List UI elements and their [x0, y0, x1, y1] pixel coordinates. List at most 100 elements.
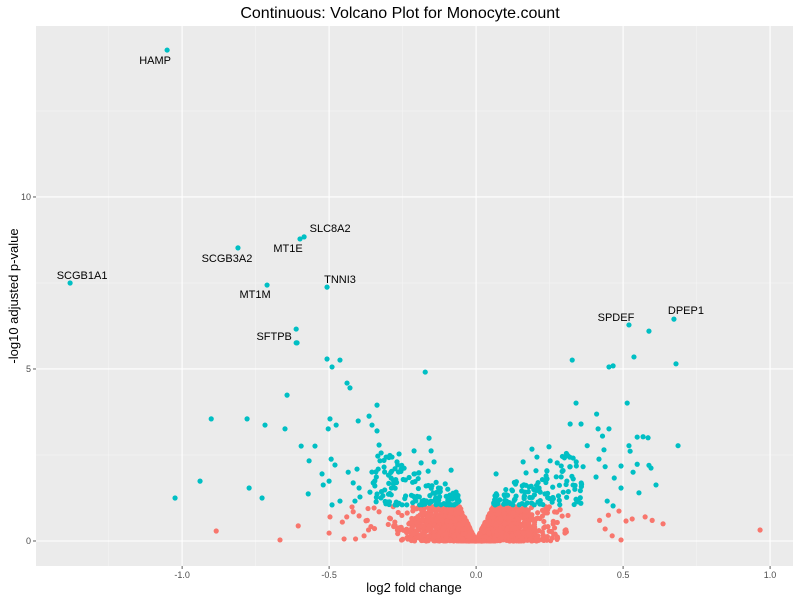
data-point-significant	[412, 495, 418, 501]
data-point-not-significant	[504, 526, 510, 533]
data-point-significant	[367, 489, 373, 495]
data-point-significant	[577, 495, 583, 501]
data-point-significant	[244, 416, 250, 422]
data-point-not-significant	[444, 518, 450, 524]
data-point-significant	[675, 443, 681, 449]
data-point-significant	[453, 489, 459, 495]
data-point-significant	[595, 426, 601, 432]
data-point-not-significant	[349, 504, 355, 510]
data-point-not-significant	[410, 524, 416, 530]
data-point-not-significant	[350, 509, 356, 515]
data-point-not-significant	[326, 530, 332, 536]
data-point-not-significant	[399, 512, 405, 519]
data-point-significant	[529, 446, 535, 452]
data-point-significant	[369, 422, 375, 428]
data-point-not-significant	[364, 517, 370, 523]
data-point-significant	[610, 363, 616, 369]
data-point-not-significant	[525, 508, 531, 514]
data-point-significant	[577, 488, 583, 494]
x-tick-label: 0.5	[617, 570, 630, 580]
data-point-significant	[627, 448, 633, 454]
data-point-significant	[374, 491, 380, 497]
data-point-significant	[520, 459, 526, 465]
data-point-not-significant	[410, 530, 417, 537]
data-point-not-significant	[421, 537, 427, 544]
data-point-significant	[545, 490, 551, 496]
data-point-significant	[640, 434, 646, 440]
data-point-not-significant	[541, 518, 547, 525]
data-point-significant	[527, 494, 533, 501]
data-point-not-significant	[456, 515, 462, 522]
plot-panel	[36, 26, 793, 566]
data-point-not-significant	[456, 504, 463, 510]
data-point-labeled	[164, 47, 170, 53]
data-point-significant	[634, 461, 640, 467]
data-point-not-significant	[425, 518, 431, 524]
data-point-significant	[554, 460, 560, 466]
data-point-significant	[509, 488, 516, 494]
data-point-significant	[606, 364, 612, 370]
data-point-significant	[394, 459, 400, 465]
data-point-not-significant	[376, 509, 382, 515]
data-point-not-significant	[602, 526, 608, 532]
data-point-significant	[567, 421, 573, 427]
data-point-not-significant	[416, 533, 422, 539]
data-point-not-significant	[277, 537, 283, 543]
data-point-significant	[534, 454, 540, 460]
data-point-not-significant	[535, 533, 541, 539]
data-point-significant	[572, 486, 578, 492]
gene-label: DPEP1	[668, 305, 704, 317]
data-point-labeled	[301, 234, 307, 240]
data-point-significant	[396, 451, 402, 457]
data-point-significant	[392, 466, 398, 472]
data-point-significant	[558, 474, 564, 480]
data-point-not-significant	[415, 526, 421, 532]
data-point-not-significant	[460, 513, 466, 519]
points	[67, 47, 763, 543]
data-point-significant	[504, 492, 511, 498]
data-point-not-significant	[410, 508, 416, 514]
data-point-significant	[604, 498, 610, 504]
data-point-significant	[333, 422, 339, 428]
data-point-significant	[411, 471, 418, 477]
data-point-significant	[329, 502, 335, 508]
data-point-not-significant	[526, 521, 532, 527]
data-point-significant	[366, 413, 372, 419]
data-point-significant	[493, 493, 499, 500]
data-point-not-significant	[426, 523, 432, 529]
data-point-not-significant	[465, 538, 471, 544]
y-axis-label: -log10 adjusted p-value	[6, 228, 21, 363]
data-point-significant	[437, 488, 443, 495]
data-point-significant	[326, 478, 332, 484]
data-point-significant	[443, 493, 449, 499]
data-point-significant	[564, 494, 570, 500]
data-point-significant	[493, 499, 499, 506]
data-point-significant	[404, 502, 410, 508]
data-point-significant	[312, 443, 318, 449]
data-point-significant	[352, 498, 358, 504]
data-point-not-significant	[371, 525, 378, 532]
data-point-not-significant	[502, 521, 508, 527]
data-point-not-significant	[295, 523, 301, 529]
data-point-significant	[611, 475, 617, 481]
data-point-not-significant	[532, 528, 539, 534]
data-point-not-significant	[534, 538, 540, 544]
data-point-significant	[448, 467, 454, 473]
data-point-significant	[293, 340, 299, 346]
data-point-not-significant	[605, 512, 611, 518]
gene-label: MT1E	[273, 243, 302, 255]
data-point-significant	[282, 426, 288, 432]
data-point-significant	[497, 497, 503, 503]
data-point-significant	[519, 483, 525, 489]
data-point-not-significant	[440, 526, 446, 533]
data-point-significant	[306, 458, 312, 464]
data-point-not-significant	[535, 510, 541, 516]
data-point-not-significant	[448, 510, 454, 516]
data-point-not-significant	[550, 518, 556, 524]
data-point-significant	[447, 501, 453, 508]
data-point-significant	[537, 501, 543, 507]
data-point-significant	[553, 474, 559, 480]
data-point-significant	[524, 500, 530, 506]
data-point-significant	[563, 481, 569, 488]
data-point-significant	[543, 479, 549, 486]
